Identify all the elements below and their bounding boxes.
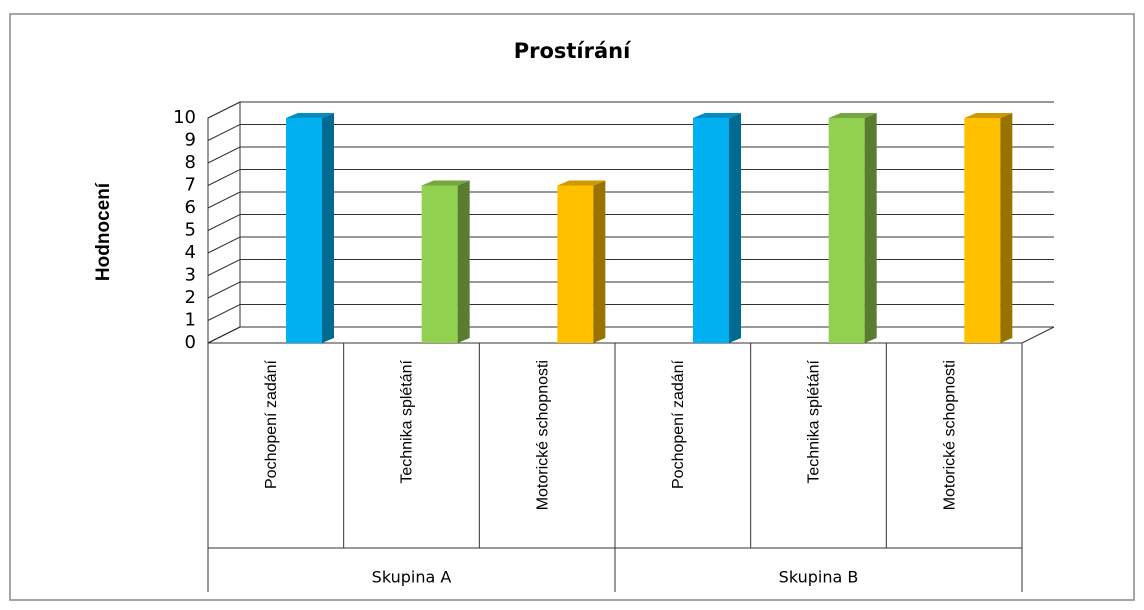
x-tick-label: Pochopení zadání <box>670 359 687 489</box>
grid-line <box>207 304 1054 321</box>
y-axis-label: Hodnocení <box>93 182 114 281</box>
y-tick-label: 3 <box>185 265 196 286</box>
grid-line <box>207 101 1054 119</box>
x-tick-label: Technika splétání <box>806 359 823 483</box>
bar-top <box>421 180 470 186</box>
bar-top <box>286 113 334 118</box>
grid-line <box>207 146 1054 164</box>
y-tick-label: 10 <box>173 107 196 128</box>
bar <box>828 113 877 343</box>
grid-line <box>207 169 1054 186</box>
bar-front <box>286 118 322 343</box>
y-tick-label: 7 <box>185 175 196 196</box>
bar-top <box>828 113 877 118</box>
x-tick-label: Technika splétání <box>399 359 416 483</box>
grid-line <box>207 236 1054 254</box>
y-tick-label: 9 <box>185 130 196 151</box>
bar-front <box>557 185 594 343</box>
y-tick-label: 4 <box>185 242 196 263</box>
bar-side <box>457 180 470 343</box>
y-tick-label: 0 <box>185 332 196 353</box>
bar-top <box>693 113 741 118</box>
bar-side <box>322 113 334 343</box>
x-tick-label: Pochopení zadání <box>263 359 280 489</box>
bar <box>286 113 334 343</box>
y-tick-label: 6 <box>185 197 196 218</box>
chart-title: Prostírání <box>514 39 632 63</box>
bar-side <box>729 113 741 343</box>
y-tick-label: 1 <box>185 310 196 331</box>
grid-line <box>207 191 1054 209</box>
bar-side <box>864 113 877 343</box>
bar-front <box>964 118 1001 343</box>
x-tick-label: Motorické schopnosti <box>941 360 958 510</box>
bar <box>693 113 741 343</box>
bar-side <box>593 180 606 343</box>
bar <box>557 180 606 343</box>
bar-side <box>1000 113 1013 343</box>
bar <box>421 180 470 343</box>
group-label: Skupina A <box>372 568 452 587</box>
bar-front <box>693 118 729 343</box>
bar-top <box>557 180 606 186</box>
y-tick-label: 8 <box>185 152 196 173</box>
grid-line <box>207 214 1054 231</box>
bar-front <box>828 118 865 343</box>
y-tick-label: 2 <box>185 287 196 308</box>
x-tick-label: Motorické schopnosti <box>534 360 551 510</box>
grid-line <box>207 281 1054 299</box>
group-label: Skupina B <box>779 568 859 587</box>
bar-top <box>964 113 1013 118</box>
grid-line <box>207 124 1054 141</box>
grid-line <box>207 326 1054 344</box>
grid-line <box>207 259 1054 276</box>
y-tick-label: 5 <box>185 220 196 241</box>
bar <box>964 113 1013 343</box>
bar-front <box>421 185 458 343</box>
